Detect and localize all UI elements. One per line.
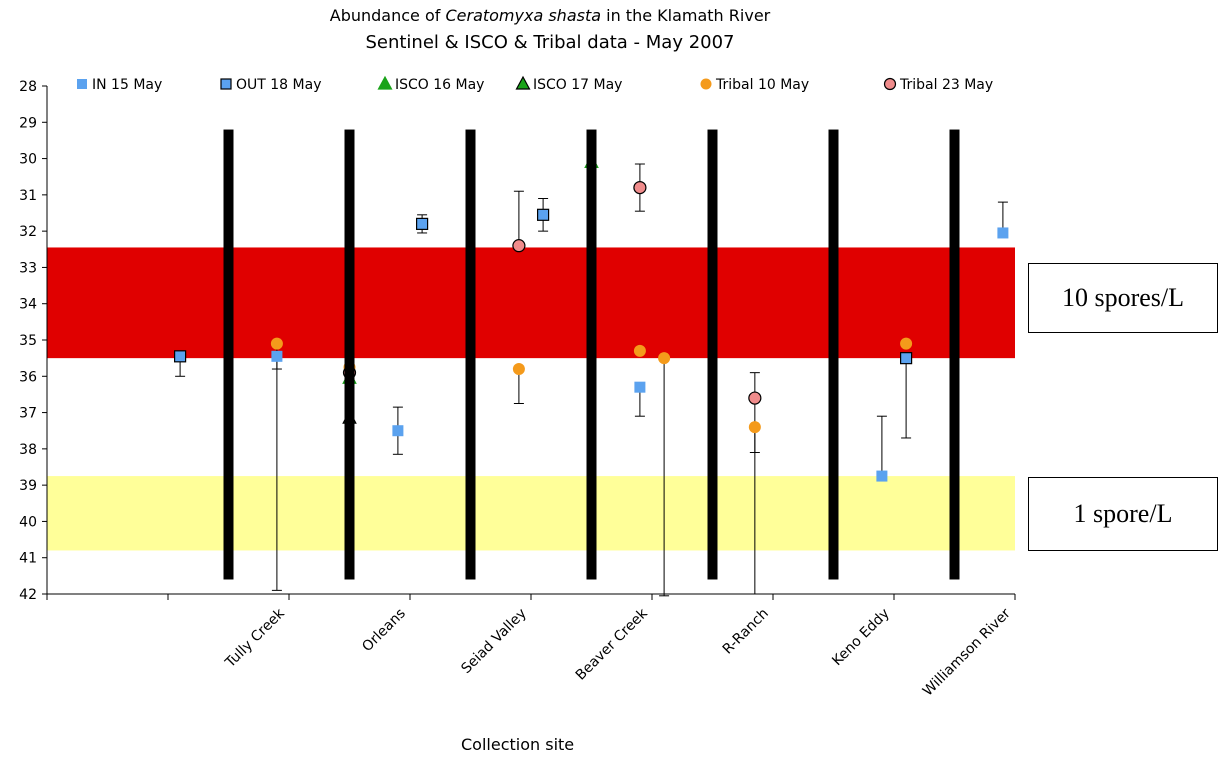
data-point-in-15-may bbox=[876, 470, 888, 482]
data-point-tribal-10-may bbox=[658, 352, 671, 365]
data-point-in-15-may bbox=[271, 350, 283, 362]
legend-item: ISCO 17 May bbox=[515, 75, 622, 93]
x-tick-label: Williamson River bbox=[920, 605, 1014, 699]
legend-marker bbox=[377, 75, 393, 90]
data-point-tribal-10-may bbox=[633, 344, 646, 357]
x-tick-label: R-Ranch bbox=[720, 606, 772, 658]
chart-title-prefix: Abundance of bbox=[329, 6, 446, 25]
legend-label: IN 15 May bbox=[92, 77, 162, 93]
y-tick-label: 36 bbox=[19, 369, 37, 385]
y-tick-label: 32 bbox=[19, 224, 37, 240]
y-tick-label: 28 bbox=[19, 79, 37, 95]
site-divider bbox=[344, 129, 355, 580]
legend-marker bbox=[700, 78, 712, 90]
data-point-out-18-may bbox=[174, 350, 187, 363]
x-tick-label: Tully Creek bbox=[222, 605, 289, 672]
chart-title-suffix: in the Klamath River bbox=[601, 6, 771, 25]
x-tick-label: Orleans bbox=[359, 606, 409, 656]
x-axis-label: Collection site bbox=[461, 735, 575, 754]
legend-label: ISCO 16 May bbox=[395, 77, 484, 93]
x-tick-label: Beaver Creek bbox=[573, 605, 652, 684]
site-divider bbox=[707, 129, 718, 580]
chart-title: Abundance of Ceratomyxa shasta in the Kl… bbox=[0, 6, 1100, 25]
x-tick-label: Seiad Valley bbox=[458, 606, 529, 677]
y-tick-label: 42 bbox=[19, 587, 37, 603]
legend-label: Tribal 10 May bbox=[715, 77, 809, 93]
legend-item: IN 15 May bbox=[77, 77, 162, 93]
data-point-tribal-10-may bbox=[270, 337, 283, 350]
data-point-tribal-23-may bbox=[748, 391, 762, 405]
y-tick-label: 38 bbox=[19, 442, 37, 458]
data-point-tribal-10-may bbox=[748, 421, 761, 434]
y-tick-label: 41 bbox=[19, 551, 37, 567]
band-label-1-spore: 1 spore/L bbox=[1028, 477, 1218, 551]
data-point-out-18-may bbox=[416, 217, 429, 230]
data-point-in-15-may bbox=[997, 227, 1009, 239]
x-tick-label: Keno Eddy bbox=[829, 606, 893, 670]
site-divider bbox=[223, 129, 234, 580]
chart-subtitle: Sentinel & ISCO & Tribal data - May 2007 bbox=[365, 32, 735, 53]
data-point-in-15-may bbox=[634, 381, 646, 393]
legend-marker bbox=[883, 77, 897, 91]
band-label-10-spores: 10 spores/L bbox=[1028, 263, 1218, 333]
y-tick-label: 30 bbox=[19, 152, 37, 168]
y-tick-label: 29 bbox=[19, 115, 37, 131]
site-divider bbox=[828, 129, 839, 580]
y-tick-label: 35 bbox=[19, 333, 37, 349]
chart-title-species: Ceratomyxa shasta bbox=[445, 6, 602, 25]
data-point-tribal-10-may bbox=[512, 363, 525, 376]
y-tick-label: 39 bbox=[19, 478, 37, 494]
data-point-out-18-may bbox=[899, 352, 913, 365]
site-divider bbox=[465, 129, 476, 580]
legend-item: Tribal 23 May bbox=[883, 77, 993, 93]
y-tick-label: 34 bbox=[19, 297, 37, 313]
data-point-tribal-23-may bbox=[512, 239, 526, 253]
legend-label: Tribal 23 May bbox=[899, 77, 993, 93]
legend-marker bbox=[515, 75, 531, 90]
legend-item: ISCO 16 May bbox=[377, 75, 484, 93]
band-10-spores bbox=[47, 247, 1015, 359]
band-1-spore bbox=[47, 476, 1015, 551]
legend-item: Tribal 10 May bbox=[700, 77, 809, 93]
legend-marker bbox=[220, 78, 232, 90]
data-point-tribal-23-may bbox=[633, 181, 647, 195]
legend-item: OUT 18 May bbox=[220, 77, 321, 93]
data-point-in-15-may bbox=[392, 425, 404, 437]
legend-label: OUT 18 May bbox=[236, 77, 321, 93]
y-tick-label: 37 bbox=[19, 406, 37, 422]
legend-label: ISCO 17 May bbox=[533, 77, 622, 93]
y-tick-label: 40 bbox=[19, 514, 37, 530]
site-divider bbox=[586, 129, 597, 580]
data-point-out-18-may bbox=[536, 208, 550, 221]
legend-marker bbox=[77, 79, 87, 89]
data-point-tribal-10-may bbox=[900, 337, 913, 350]
y-tick-label: 31 bbox=[19, 188, 37, 204]
y-tick-label: 33 bbox=[19, 260, 37, 276]
site-divider bbox=[949, 129, 960, 580]
